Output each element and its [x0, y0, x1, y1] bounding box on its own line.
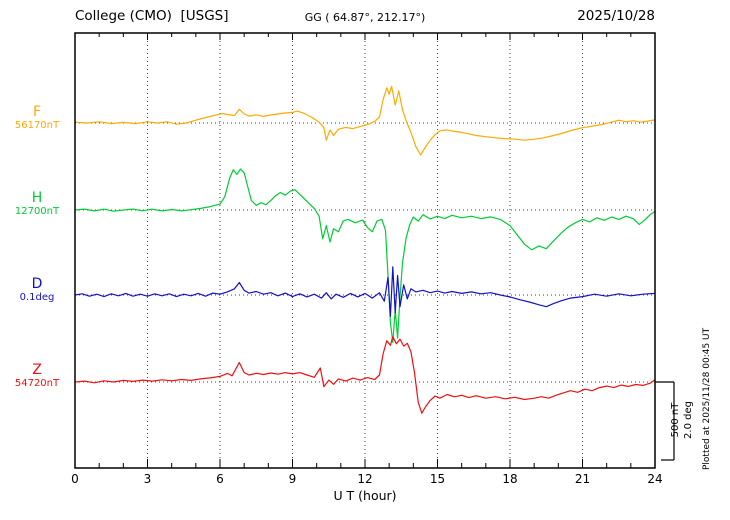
trace-label-F: F 56170nT — [2, 104, 72, 132]
trace-letter-H: H — [31, 190, 43, 206]
x-tick-label-3: 3 — [144, 472, 152, 486]
trace-label-Z: Z 54720nT — [2, 362, 72, 390]
x-tick-label-12: 12 — [357, 472, 372, 486]
trace-label-D: D 0.1deg — [2, 276, 72, 304]
x-tick-label-18: 18 — [502, 472, 517, 486]
x-tick-label-0: 0 — [71, 472, 79, 486]
trace-H — [74, 168, 656, 344]
trace-letter-D: D — [31, 276, 43, 292]
observation-date: 2025/10/28 — [577, 8, 655, 24]
x-tick-label-15: 15 — [430, 472, 445, 486]
trace-Z — [74, 336, 656, 414]
scale-deg-label: 2.0 deg — [682, 401, 694, 439]
baseline-value-F: 56170nT — [14, 120, 60, 132]
plot-border — [74, 32, 656, 469]
baseline-value-H: 12700nT — [14, 206, 60, 218]
x-tick-label-9: 9 — [289, 472, 297, 486]
scale-nt-label: 500 nT — [670, 402, 681, 438]
page-title: College (CMO) [USGS] — [75, 8, 229, 24]
trace-letter-F: F — [32, 104, 42, 120]
trace-F — [74, 85, 656, 156]
x-axis-label: U T (hour) — [333, 488, 397, 503]
geographic-coords: GG ( 64.87°, 212.17°) — [304, 11, 426, 24]
x-tick-label-6: 6 — [216, 472, 224, 486]
plotted-at-caption: Plotted at 2025/11/28 00:45 UT — [702, 327, 712, 470]
x-tick-label-21: 21 — [575, 472, 590, 486]
x-tick-label-24: 24 — [647, 472, 662, 486]
trace-label-H: H 12700nT — [2, 190, 72, 218]
scale-bar-label: 500 nT 2.0 deg — [670, 381, 695, 459]
baseline-value-D: 0.1deg — [19, 292, 55, 304]
trace-letter-Z: Z — [32, 362, 42, 378]
trace-D — [74, 266, 656, 317]
baseline-value-Z: 54720nT — [14, 378, 60, 390]
